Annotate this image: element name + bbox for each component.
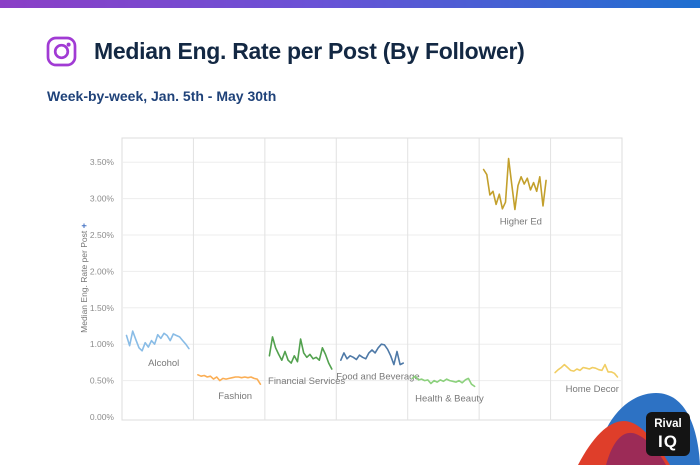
chart-subtitle: Week-by-week, Jan. 5th - May 30th (47, 88, 277, 104)
plot-border (121, 137, 623, 421)
series-line-alcohol (125, 330, 190, 352)
series-label-higher-ed: Higher Ed (500, 217, 542, 228)
logo-overlap-shape (606, 432, 666, 465)
y-tick-label: 1.50% (90, 303, 115, 313)
logo-box (646, 412, 690, 456)
y-tick-label: 2.50% (90, 230, 115, 240)
logo-text-rival: Rival (654, 418, 682, 430)
series-line-financial-services (268, 336, 333, 370)
page-title: Median Eng. Rate per Post (By Follower) (94, 38, 525, 64)
y-axis-title: Median Eng. Rate per Post + (79, 223, 89, 333)
series-label-health-beauty: Health & Beauty (415, 393, 484, 404)
series-line-food-and-beverage (339, 343, 405, 366)
series-label-fashion: Fashion (218, 391, 252, 402)
y-tick-label: 1.00% (90, 339, 115, 349)
series-line-home-decor (554, 363, 619, 378)
series-label-financial-services: Financial Services (268, 376, 345, 387)
series-label-home-decor: Home Decor (566, 384, 619, 395)
y-tick-label: 3.50% (90, 157, 115, 167)
series-label-alcohol: Alcohol (148, 358, 179, 369)
series-label-food-and-beverage: Food and Beverage (336, 372, 419, 383)
logo-text-iq: IQ (658, 432, 678, 451)
header: Median Eng. Rate per Post (By Follower) (46, 36, 525, 67)
y-tick-label: 2.00% (90, 266, 115, 276)
series-line-health-beauty (411, 375, 476, 388)
accent-gradient-bar (0, 0, 700, 8)
rivaliq-logo: Rival IQ (578, 393, 700, 465)
instagram-icon (46, 36, 77, 67)
series-line-fashion (197, 373, 262, 386)
y-tick-label: 3.00% (90, 194, 115, 204)
y-tick-label: 0.00% (90, 412, 115, 422)
y-tick-label: 0.50% (90, 376, 115, 386)
series-line-higher-ed (482, 157, 547, 211)
sort-icon: + (79, 223, 89, 228)
